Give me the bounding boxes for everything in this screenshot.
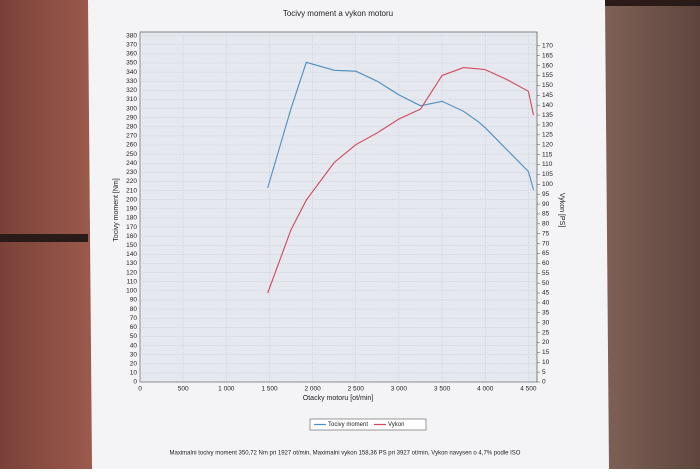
- y-tick-label: 0: [133, 379, 137, 386]
- y2-tick-label: 10: [542, 359, 550, 366]
- y2-tick-label: 115: [542, 151, 553, 158]
- y-tick-label: 180: [126, 215, 137, 222]
- y-tick-label: 50: [130, 333, 138, 340]
- x-tick-label: 2 500: [348, 386, 365, 393]
- legend-label: Tocivy moment: [328, 422, 368, 428]
- y-tick-label: 320: [126, 87, 137, 94]
- y-axis-label: Tocivy moment [Nm]: [113, 178, 120, 241]
- y-tick-label: 230: [126, 169, 137, 176]
- y-tick-label: 300: [126, 105, 137, 112]
- y-tick-label: 240: [126, 160, 137, 167]
- y2-tick-label: 40: [542, 300, 550, 307]
- y-tick-label: 190: [126, 206, 137, 213]
- y-tick-label: 130: [126, 260, 137, 267]
- series-line: [267, 67, 535, 294]
- y2-tick-label: 20: [542, 339, 550, 346]
- y2-tick-label: 0: [542, 379, 546, 386]
- series-line: [267, 61, 535, 190]
- y-tick-label: 60: [130, 324, 138, 331]
- y-tick-label: 110: [127, 278, 138, 285]
- y2-tick-label: 140: [542, 102, 553, 109]
- y-tick-label: 20: [130, 360, 138, 367]
- chart-title: Tocivy moment a vykon motoru: [283, 9, 393, 18]
- y2-tick-label: 125: [542, 132, 553, 139]
- y2-tick-label: 45: [542, 290, 550, 297]
- y-tick-label: 200: [126, 196, 137, 203]
- y2-tick-label: 165: [542, 52, 553, 59]
- y2-tick-label: 25: [542, 329, 550, 336]
- x-tick-label: 2 000: [304, 386, 321, 393]
- y-tick-label: 380: [126, 32, 137, 39]
- y-tick-label: 90: [130, 297, 138, 304]
- y-tick-label: 360: [126, 51, 137, 58]
- x-tick-label: 0: [138, 386, 142, 393]
- y-tick-label: 290: [126, 114, 137, 121]
- y-tick-label: 270: [126, 133, 137, 140]
- y-tick-label: 70: [130, 315, 138, 322]
- table-edge: [605, 0, 700, 6]
- y-tick-label: 310: [126, 96, 137, 103]
- y-tick-label: 140: [126, 251, 137, 258]
- legend-label: Vykon: [388, 422, 404, 428]
- x-axis-label: Otacky motoru [ot/min]: [303, 395, 373, 402]
- y-tick-label: 80: [130, 306, 138, 313]
- y-tick-label: 260: [126, 142, 137, 149]
- y-tick-label: 220: [126, 178, 137, 185]
- x-tick-label: 3 500: [434, 386, 451, 393]
- x-tick-label: 3 000: [391, 386, 408, 393]
- x-tick-label: 4 000: [477, 386, 494, 393]
- y2-tick-label: 170: [542, 43, 553, 50]
- y2-tick-label: 150: [542, 82, 553, 89]
- y2-tick-label: 15: [542, 349, 550, 356]
- y2-tick-label: 75: [542, 230, 550, 237]
- y2-tick-label: 160: [542, 62, 553, 69]
- table-edge: [0, 234, 88, 242]
- y-tick-label: 330: [126, 78, 137, 85]
- y-tick-label: 100: [126, 288, 137, 295]
- y2-tick-label: 50: [542, 280, 550, 287]
- y2-tick-label: 90: [542, 201, 550, 208]
- y-tick-label: 10: [130, 370, 138, 377]
- y-tick-label: 280: [126, 124, 137, 131]
- y-tick-label: 370: [126, 41, 137, 48]
- y2-tick-label: 35: [542, 310, 550, 317]
- y2-tick-label: 130: [542, 122, 553, 129]
- y-tick-label: 160: [126, 233, 137, 240]
- y2-tick-label: 105: [542, 171, 553, 178]
- x-tick-label: 1 500: [261, 386, 278, 393]
- y2-tick-label: 5: [542, 369, 546, 376]
- y2-tick-label: 135: [542, 112, 553, 119]
- y-tick-label: 120: [126, 269, 137, 276]
- y-tick-label: 350: [126, 60, 137, 67]
- y-tick-label: 30: [130, 351, 138, 358]
- y2-tick-label: 155: [542, 72, 553, 79]
- y2-tick-label: 120: [542, 141, 553, 148]
- footer-note: Maximalni tocivy moment 350,72 Nm pri 19…: [170, 451, 521, 457]
- y-tick-label: 40: [130, 342, 138, 349]
- legend: [309, 418, 427, 431]
- y2-tick-label: 60: [542, 260, 550, 267]
- y2-tick-label: 145: [542, 92, 553, 99]
- y2-axis-label: Vykon [PS]: [558, 193, 565, 227]
- y2-tick-label: 55: [542, 270, 550, 277]
- y-tick-label: 170: [126, 224, 137, 231]
- y2-tick-label: 100: [542, 181, 553, 188]
- y-tick-label: 340: [126, 69, 137, 76]
- x-tick-label: 4 500: [520, 386, 537, 393]
- x-tick-label: 500: [178, 386, 189, 393]
- y2-tick-label: 70: [542, 240, 550, 247]
- y2-tick-label: 110: [542, 161, 553, 168]
- y-tick-label: 250: [126, 151, 137, 158]
- y2-tick-label: 65: [542, 250, 550, 257]
- y2-tick-label: 80: [542, 221, 550, 228]
- x-tick-label: 1 000: [218, 386, 235, 393]
- y2-tick-label: 30: [542, 319, 550, 326]
- y-tick-label: 150: [126, 242, 137, 249]
- y2-tick-label: 85: [542, 211, 550, 218]
- y2-tick-label: 95: [542, 191, 550, 198]
- plot-area: [139, 31, 538, 383]
- y-tick-label: 210: [126, 187, 137, 194]
